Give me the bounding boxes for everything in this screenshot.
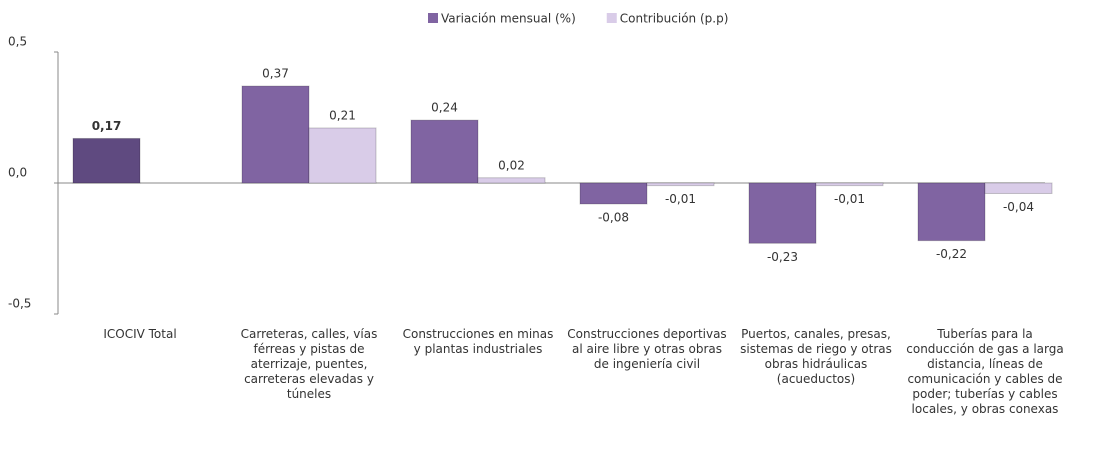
value-label: -0,22 [936, 247, 967, 261]
y-tick-label: -0,5 [8, 297, 31, 311]
x-tick-label: Tuberías para la conducción de gas a lar… [906, 327, 1064, 416]
value-label: 0,37 [262, 67, 289, 81]
bar [984, 182, 1053, 194]
value-label: 0,24 [431, 101, 458, 115]
value-label: -0,01 [834, 192, 865, 206]
legend-label: Contribución (p.p) [620, 12, 729, 26]
legend-swatch [606, 13, 617, 23]
value-label: 0,02 [498, 158, 525, 172]
value-label: 0,21 [329, 108, 356, 122]
y-tick-label: 0,0 [8, 166, 27, 180]
bar [477, 177, 546, 184]
bar [241, 85, 310, 184]
value-label: -0,23 [767, 250, 798, 264]
value-label: -0,01 [665, 192, 696, 206]
bar [72, 137, 141, 184]
legend-label: Variación mensual (%) [441, 12, 576, 26]
bar [579, 182, 648, 205]
bar [917, 182, 986, 242]
x-tick-label: Construcciones en minas y plantas indust… [402, 327, 554, 356]
bar [815, 182, 884, 187]
bar [308, 127, 377, 184]
value-label: -0,04 [1003, 200, 1034, 214]
value-label: -0,08 [598, 210, 629, 224]
x-tick-label: Construcciones deportivas al aire libre … [567, 327, 727, 371]
y-tick-label: 0,5 [8, 35, 27, 49]
bar [410, 119, 479, 184]
x-tick-label: Carreteras, calles, vías férreas y pista… [240, 327, 378, 401]
bar [646, 182, 715, 187]
legend-swatch [428, 13, 438, 23]
value-label: 0,17 [92, 119, 122, 133]
x-tick-label: Puertos, canales, presas, sistemas de ri… [740, 327, 892, 386]
x-tick-label: ICOCIV Total [103, 327, 177, 341]
bar [748, 182, 817, 244]
